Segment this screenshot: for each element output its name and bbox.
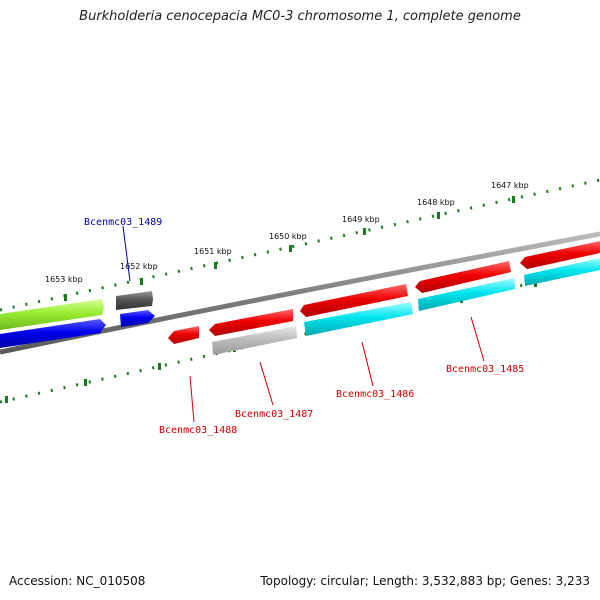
inner-major-tick bbox=[5, 396, 8, 403]
tick-label-1651: 1651 kbp bbox=[194, 247, 232, 256]
major-tick-1647 bbox=[512, 196, 515, 203]
feature-blue-1489 bbox=[120, 310, 155, 327]
tick-label-1650: 1650 kbp bbox=[269, 232, 307, 241]
feature-gray-1487 bbox=[212, 326, 297, 355]
leader-1488 bbox=[189, 375, 195, 423]
feature-red-1488 bbox=[168, 326, 199, 344]
feature-dark-gray bbox=[116, 291, 153, 310]
leader-1487 bbox=[259, 361, 274, 406]
tick-label-1649: 1649 kbp bbox=[342, 215, 380, 224]
gene-label-1486: Bcenmc03_1486 bbox=[336, 389, 414, 400]
feature-blue-left bbox=[0, 319, 106, 348]
feature-red-1485 bbox=[415, 261, 511, 293]
leader-1485 bbox=[470, 316, 485, 362]
feature-cyan-1484 bbox=[524, 258, 600, 286]
leader-1486 bbox=[361, 341, 374, 387]
tick-label-1647: 1647 kbp bbox=[491, 181, 529, 190]
tick-label-1653: 1653 kbp bbox=[45, 275, 83, 284]
major-tick-1653 bbox=[64, 294, 67, 301]
tick-label-1648: 1648 kbp bbox=[417, 198, 455, 207]
major-tick-1648 bbox=[437, 212, 440, 219]
major-tick-1649 bbox=[363, 228, 366, 235]
major-tick-1651 bbox=[214, 262, 217, 269]
major-tick-1652 bbox=[140, 278, 143, 285]
accession-text: Accession: NC_010508 bbox=[9, 574, 146, 588]
gene-label-1487: Bcenmc03_1487 bbox=[235, 409, 313, 420]
feature-cyan-1485 bbox=[418, 278, 515, 311]
feature-green bbox=[0, 299, 104, 330]
inner-major-tick bbox=[84, 379, 87, 386]
leader-1489 bbox=[122, 225, 131, 282]
map-title: Burkholderia cenocepacia MC0-3 chromosom… bbox=[79, 9, 521, 24]
major-tick-1650 bbox=[289, 245, 292, 252]
tick-label-1652: 1652 kbp bbox=[120, 262, 158, 271]
feature-red-1484 bbox=[520, 241, 600, 269]
feature-red-1487 bbox=[209, 309, 293, 336]
outer-tick-track bbox=[0, 178, 600, 312]
inner-major-tick bbox=[158, 363, 161, 370]
gene-label-1485: Bcenmc03_1485 bbox=[446, 364, 524, 375]
gene-label-1488: Bcenmc03_1488 bbox=[159, 425, 237, 436]
feature-red-1486 bbox=[300, 284, 408, 317]
gene-label-1489: Bcenmc03_1489 bbox=[84, 217, 162, 228]
forward-strand-features bbox=[0, 241, 600, 336]
feature-cyan-1486 bbox=[304, 302, 413, 336]
topology-text: Topology: circular; Length: 3,532,883 bp… bbox=[260, 574, 590, 588]
reverse-strand-features bbox=[0, 258, 600, 355]
